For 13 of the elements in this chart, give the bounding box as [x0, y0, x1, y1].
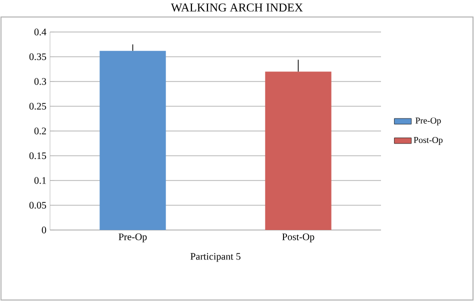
- legend-label: Pre-Op: [416, 118, 441, 126]
- y-tick-label: 0.05: [29, 202, 46, 209]
- y-tick-label: 0.15: [29, 152, 46, 160]
- y-tick-label: 0.25: [29, 102, 46, 110]
- y-tick-label: 0.2: [34, 128, 46, 134]
- x-axis-title: Participant 5: [190, 253, 240, 262]
- y-tick-label: 0.1: [34, 177, 46, 184]
- y-tick-label: 0.35: [29, 53, 46, 60]
- chart-title: WALKING ARCH INDEX: [170, 4, 303, 12]
- y-tick-label: 0.4: [34, 28, 46, 36]
- y-tick-label: 0.3: [34, 78, 46, 85]
- legend-label: Post-Op: [414, 136, 443, 145]
- y-tick-label: 0: [42, 226, 46, 234]
